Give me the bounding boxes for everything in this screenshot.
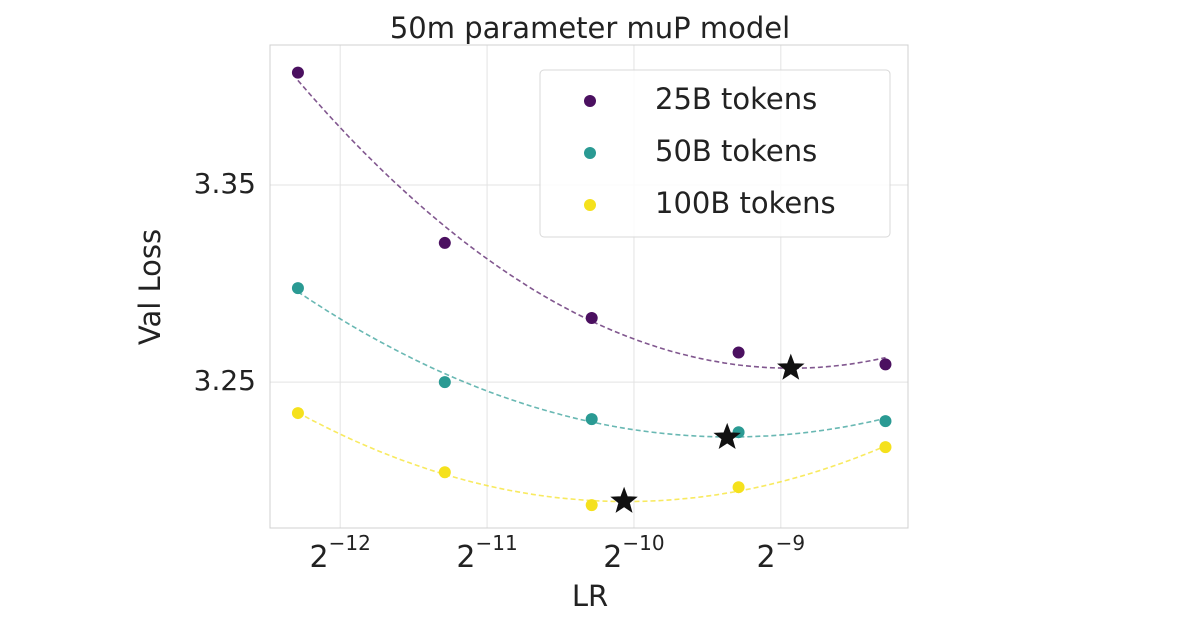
legend-label: 25B tokens	[655, 82, 817, 116]
legend-label: 50B tokens	[655, 134, 817, 168]
data-point	[732, 346, 745, 359]
x-tick-label: 2−9	[757, 531, 806, 575]
data-point	[879, 415, 892, 428]
legend-marker	[584, 199, 596, 211]
data-point	[585, 499, 598, 512]
x-tick-label: 2−11	[456, 531, 517, 575]
y-axis-label: Val Loss	[133, 229, 167, 345]
y-tick-label: 3.35	[194, 167, 256, 200]
optimum-star	[713, 422, 741, 449]
x-axis-label: LR	[572, 579, 608, 613]
data-point	[438, 236, 451, 249]
legend-label: 100B tokens	[655, 186, 836, 220]
legend-marker	[584, 95, 596, 107]
data-point	[291, 282, 304, 295]
data-point	[438, 466, 451, 479]
optimum-star	[610, 486, 638, 513]
data-point	[291, 407, 304, 420]
x-tick-label: 2−10	[603, 531, 664, 575]
data-point	[291, 66, 304, 79]
chart-title: 50m parameter muP model	[390, 11, 790, 45]
data-point	[732, 481, 745, 494]
optimum-star	[777, 353, 805, 380]
data-point	[585, 413, 598, 426]
plot-frame	[269, 44, 909, 529]
legend-marker	[584, 147, 596, 159]
fit-curve	[297, 411, 886, 503]
data-point	[879, 358, 892, 371]
y-tick-label: 3.25	[194, 364, 256, 397]
data-point	[879, 441, 892, 454]
data-point	[438, 376, 451, 389]
x-tick-label: 2−12	[310, 531, 371, 575]
legend-box	[539, 69, 891, 238]
data-point	[585, 312, 598, 325]
